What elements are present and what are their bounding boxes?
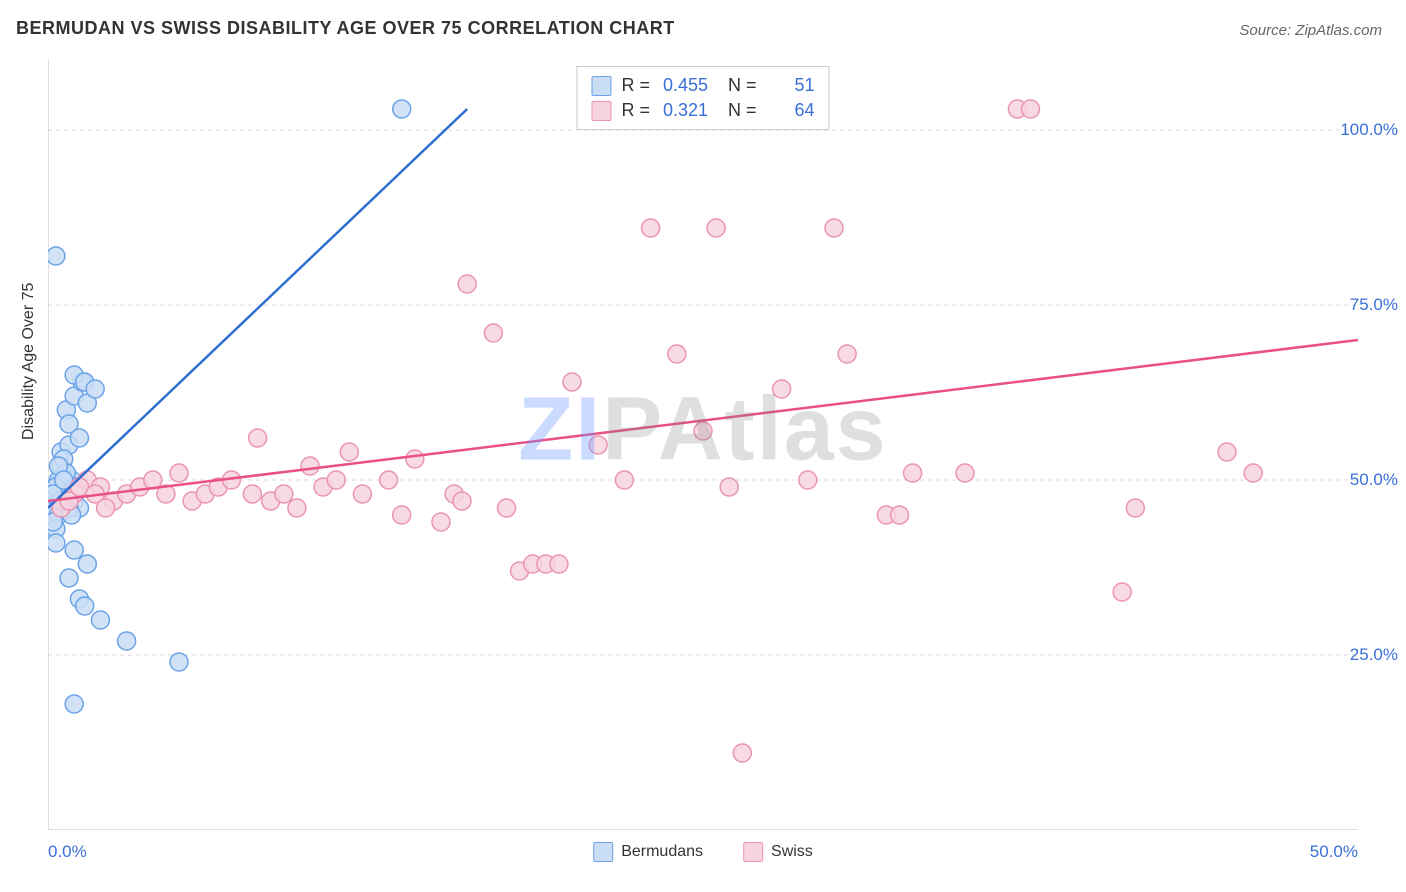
- stat-n-label: N =: [718, 100, 757, 121]
- stat-r-label: R =: [621, 75, 650, 96]
- stat-r-value: 0.455: [660, 75, 708, 96]
- swatch-icon: [593, 842, 613, 862]
- y-axis-tick-label: 25.0%: [1350, 645, 1398, 665]
- y-axis-title: Disability Age Over 75: [20, 283, 38, 440]
- source-label: Source:: [1239, 22, 1295, 39]
- stats-row-bermudans: R = 0.455 N = 51: [591, 73, 814, 98]
- stat-n-value: 51: [767, 75, 815, 96]
- stat-r-label: R =: [621, 100, 650, 121]
- x-axis-label-max: 50.0%: [1310, 842, 1358, 862]
- legend-label: Swiss: [771, 843, 813, 861]
- swatch-icon: [591, 101, 611, 121]
- x-axis-label-min: 0.0%: [48, 842, 87, 862]
- legend-item-swiss: Swiss: [743, 842, 813, 862]
- y-axis-tick-label: 50.0%: [1350, 470, 1398, 490]
- stats-row-swiss: R = 0.321 N = 64: [591, 98, 814, 123]
- stat-n-label: N =: [718, 75, 757, 96]
- plot-area: Disability Age Over 75 ZIPAtlas R = 0.45…: [48, 60, 1358, 830]
- y-axis-tick-label: 75.0%: [1350, 295, 1398, 315]
- stats-legend-box: R = 0.455 N = 51 R = 0.321 N = 64: [576, 66, 829, 130]
- stat-r-value: 0.321: [660, 100, 708, 121]
- swatch-icon: [591, 76, 611, 96]
- chart-title: BERMUDAN VS SWISS DISABILITY AGE OVER 75…: [16, 18, 675, 39]
- stat-n-value: 64: [767, 100, 815, 121]
- bottom-legend: Bermudans Swiss: [593, 842, 813, 862]
- y-axis-tick-label: 100.0%: [1340, 120, 1398, 140]
- swatch-icon: [743, 842, 763, 862]
- legend-item-bermudans: Bermudans: [593, 842, 703, 862]
- legend-label: Bermudans: [621, 843, 703, 861]
- source-value: ZipAtlas.com: [1295, 22, 1382, 39]
- scatter-chart-svg: [48, 60, 1358, 830]
- source-attribution: Source: ZipAtlas.com: [1239, 22, 1382, 39]
